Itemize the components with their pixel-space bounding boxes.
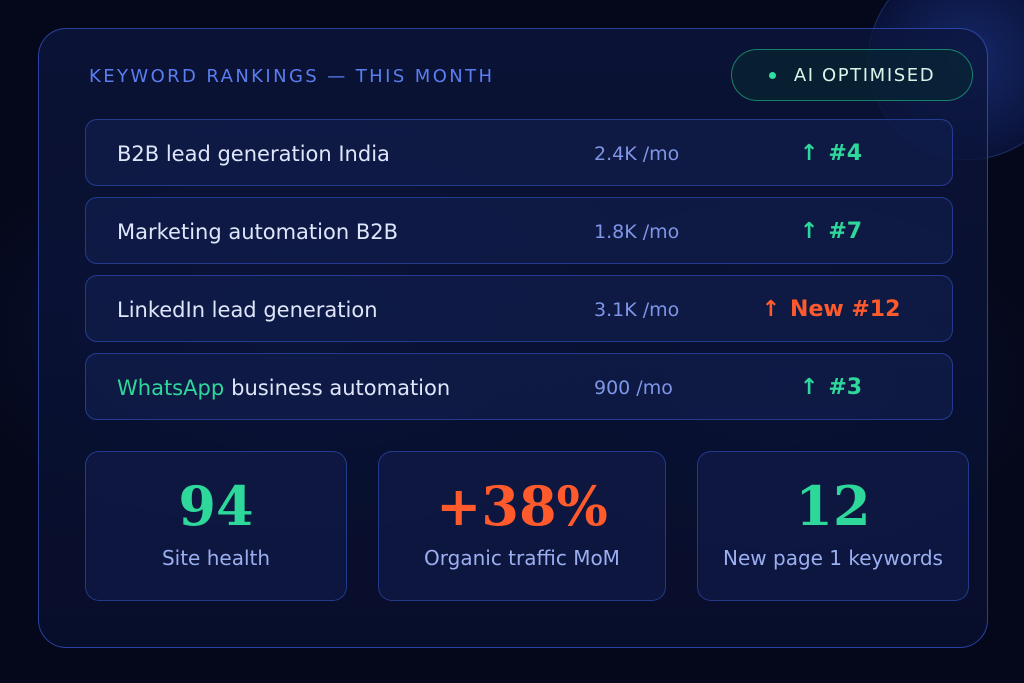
- stat-card-site-health: 94 Site health: [85, 451, 347, 601]
- keyword-rank: ↑ #3: [799, 375, 863, 400]
- stat-value: 12: [795, 474, 871, 538]
- status-dot-icon: [768, 71, 776, 79]
- keyword-row[interactable]: LinkedIn lead generation 3.1K /mo ↑ New …: [85, 275, 953, 342]
- keyword-name: LinkedIn lead generation: [117, 297, 378, 322]
- keyword-name: WhatsApp business automation: [117, 375, 451, 400]
- arrow-up-icon: ↑: [799, 141, 819, 166]
- keyword-row[interactable]: B2B lead generation India 2.4K /mo ↑ #4: [85, 119, 953, 186]
- stat-label: Site health: [161, 546, 271, 570]
- keyword-volume: 2.4K /mo: [594, 142, 680, 165]
- arrow-up-icon: ↑: [799, 375, 819, 400]
- stat-card-new-keywords: 12 New page 1 keywords: [697, 451, 969, 601]
- panel-title: KEYWORD RANKINGS — THIS MONTH: [89, 66, 495, 87]
- stat-value: 94: [178, 474, 254, 538]
- stat-card-organic-traffic: +38% Organic traffic MoM: [378, 451, 666, 601]
- keyword-name: Marketing automation B2B: [117, 219, 398, 244]
- keyword-volume: 900 /mo: [594, 376, 673, 399]
- arrow-up-icon: ↑: [799, 219, 819, 244]
- keyword-rank-new: ↑ New #12: [761, 297, 901, 322]
- keyword-rankings-panel: KEYWORD RANKINGS — THIS MONTH AI OPTIMIS…: [38, 28, 988, 648]
- keyword-accent: WhatsApp: [117, 375, 225, 400]
- keyword-volume: 1.8K /mo: [594, 220, 680, 243]
- keyword-row[interactable]: Marketing automation B2B 1.8K /mo ↑ #7: [85, 197, 953, 264]
- keyword-row[interactable]: WhatsApp business automation 900 /mo ↑ #…: [85, 353, 953, 420]
- keyword-name: B2B lead generation India: [117, 141, 390, 166]
- stat-value: +38%: [436, 474, 608, 538]
- arrow-up-icon: ↑: [761, 297, 781, 322]
- badge-label: AI OPTIMISED: [793, 64, 936, 86]
- ai-optimised-badge: AI OPTIMISED: [731, 49, 973, 101]
- keyword-rank: ↑ #4: [799, 141, 863, 166]
- stat-label: New page 1 keywords: [723, 546, 943, 570]
- stat-label: Organic traffic MoM: [424, 546, 620, 570]
- keyword-rank: ↑ #7: [799, 219, 863, 244]
- keyword-volume: 3.1K /mo: [594, 298, 680, 321]
